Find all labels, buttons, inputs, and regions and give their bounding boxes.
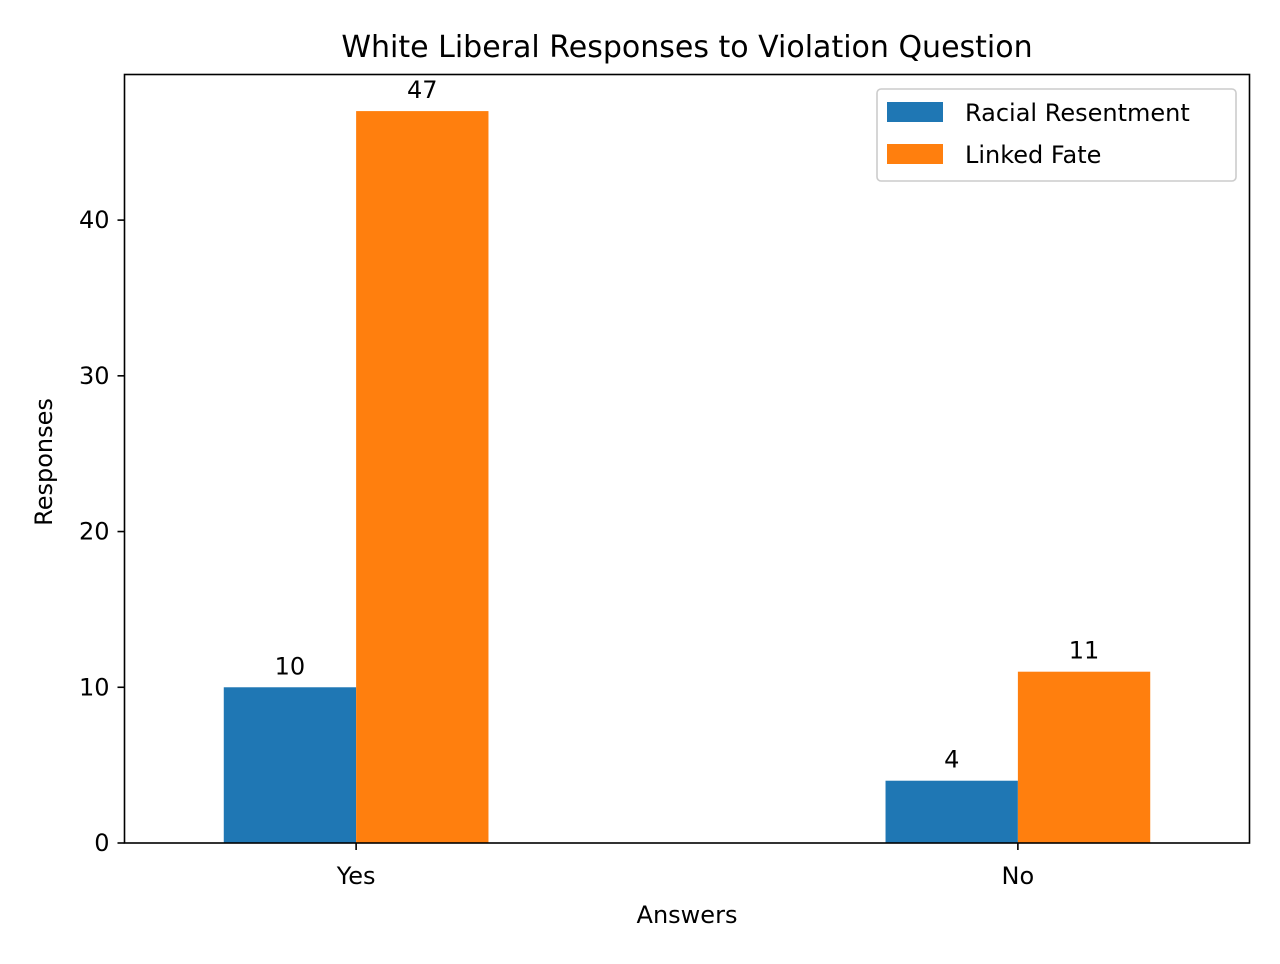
x-axis-label: Answers (637, 901, 738, 929)
y-axis: 0 10 20 30 40 (79, 206, 125, 857)
plot-frame (123, 73, 1251, 844)
bars-layer (223, 111, 1151, 844)
legend-swatch-linked-fate (887, 144, 943, 164)
x-tick-label-yes: Yes (336, 862, 376, 890)
y-tick-label-10: 10 (79, 673, 110, 701)
bar-labels-layer: 10 4 47 11 (275, 76, 1100, 774)
legend-label-racial-resentment: Racial Resentment (965, 99, 1190, 127)
bar-linked-fate-no (1017, 671, 1151, 843)
y-tick-label-0: 0 (94, 829, 109, 857)
bar-label-racial-resentment-no: 4 (944, 746, 959, 774)
chart-title: White Liberal Responses to Violation Que… (341, 30, 1032, 65)
bar-linked-fate-yes (356, 111, 489, 844)
legend: Racial Resentment Linked Fate (876, 88, 1237, 182)
legend-frame (876, 88, 1237, 182)
bar-racial-resentment-yes (223, 687, 357, 843)
y-tick-label-40: 40 (79, 206, 110, 234)
y-tick-label-30: 30 (79, 362, 110, 390)
legend-swatch-racial-resentment (887, 102, 943, 122)
y-tick-label-20: 20 (79, 518, 110, 546)
bar-label-linked-fate-no: 11 (1069, 637, 1100, 665)
bar-label-linked-fate-yes: 47 (407, 76, 438, 104)
y-axis-label: Responses (30, 398, 58, 526)
x-tick-label-no: No (1002, 862, 1035, 890)
bar-label-racial-resentment-yes: 10 (275, 652, 306, 680)
bar-racial-resentment-no (885, 780, 1018, 843)
x-axis: Yes No (336, 843, 1034, 890)
legend-label-linked-fate: Linked Fate (965, 141, 1101, 169)
